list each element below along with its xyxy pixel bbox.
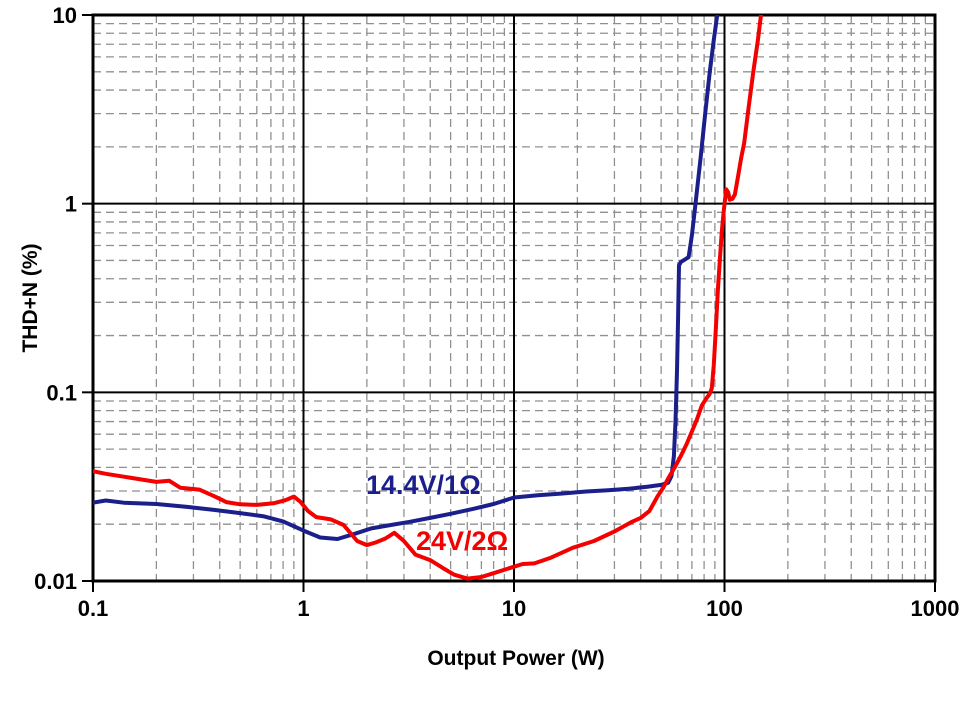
plot-border bbox=[91, 13, 937, 583]
y-tick-label: 0.01 bbox=[34, 569, 77, 594]
y-axis-title: THD+N (%) bbox=[19, 243, 42, 353]
y-tick-label: 10 bbox=[53, 3, 77, 28]
series-label-24v-2ohm: 24V/2Ω bbox=[416, 526, 509, 556]
series-label-14v-1ohm: 14.4V/1Ω bbox=[366, 470, 481, 500]
x-tick-label: 100 bbox=[706, 596, 743, 621]
x-tick-label: 1 bbox=[297, 596, 309, 621]
x-tick-label: 0.1 bbox=[78, 596, 109, 621]
series-curve-0 bbox=[93, 15, 720, 541]
y-tick-label: 0.1 bbox=[46, 380, 77, 405]
y-tick-label: 1 bbox=[65, 192, 77, 217]
x-tick-label: 10 bbox=[502, 596, 526, 621]
x-tick-label: 1000 bbox=[911, 596, 960, 621]
series-curve-1 bbox=[93, 15, 764, 581]
x-axis-title: Output Power (W) bbox=[427, 647, 605, 670]
